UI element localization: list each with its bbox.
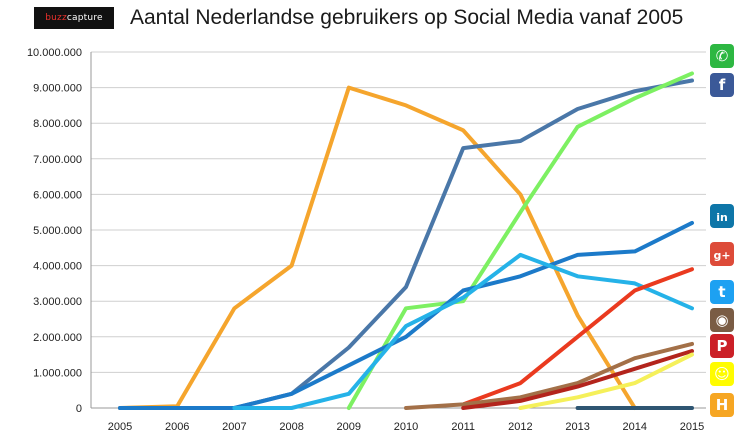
twitter-icon-bg <box>710 280 734 304</box>
instagram-icon-glyph: ◉ <box>715 311 728 329</box>
y-tick-label: 0 <box>76 403 82 415</box>
pinterest-icon: P <box>710 334 734 358</box>
x-tick-label: 2005 <box>108 421 132 433</box>
hyves-icon: H <box>710 393 734 417</box>
pinterest-icon-glyph: P <box>717 337 728 355</box>
y-tick-label: 6.000.000 <box>33 189 82 201</box>
x-tick-label: 2011 <box>451 421 475 433</box>
x-tick-label: 2010 <box>394 421 418 433</box>
hyves-icon-glyph: H <box>716 396 729 414</box>
series-line-hyves <box>118 85 637 410</box>
x-tick-label: 2012 <box>508 421 532 433</box>
instagram-icon: ◉ <box>710 308 734 332</box>
twitter-icon: t <box>710 280 734 304</box>
linkedin-icon: in <box>710 204 734 228</box>
snapchat-icon-bg <box>710 362 734 386</box>
linkedin-icon-bg <box>710 204 734 228</box>
y-tick-label: 10.000.000 <box>27 47 82 59</box>
series-line-pinterest <box>461 349 694 410</box>
x-tick-label: 2006 <box>165 421 189 433</box>
logo-text: buzzcapture <box>45 13 103 23</box>
series-line-whatsapp <box>346 71 694 410</box>
whatsapp-icon-bg <box>710 44 734 68</box>
x-tick-label: 2009 <box>337 421 361 433</box>
y-tick-label: 4.000.000 <box>33 261 82 273</box>
facebook-icon-bg <box>710 73 734 97</box>
linkedin-icon-glyph: in <box>716 211 728 224</box>
instagram-icon-bg <box>710 308 734 332</box>
series-line-linkedin <box>118 220 694 410</box>
google-plus-icon-bg <box>710 242 734 266</box>
logo-prefix: buzz <box>45 13 67 23</box>
pinterest-icon-bg <box>710 334 734 358</box>
y-tick-label: 9.000.000 <box>33 83 82 95</box>
twitter-icon-glyph: t <box>718 283 725 301</box>
chart-title: Aantal Nederlandse gebruikers op Social … <box>130 6 684 29</box>
x-tick-label: 2007 <box>222 421 246 433</box>
logo-suffix: capture <box>66 13 103 23</box>
x-tick-label: 2008 <box>279 421 303 433</box>
series-line-instagram <box>404 341 694 410</box>
y-tick-label: 8.000.000 <box>33 118 82 130</box>
y-tick-label: 5.000.000 <box>33 225 82 237</box>
buzzcapture-logo: buzzcapture <box>34 7 114 29</box>
snapchat-icon: ☺ <box>710 362 734 386</box>
y-tick-label: 7.000.000 <box>33 154 82 166</box>
snapchat-icon-glyph: ☺ <box>714 365 730 383</box>
whatsapp-icon-glyph: ✆ <box>716 47 729 65</box>
series-line-snapchat <box>518 352 694 410</box>
google-plus-icon: g+ <box>710 242 734 266</box>
y-tick-label: 1.000.000 <box>33 367 82 379</box>
facebook-icon: f <box>710 73 734 97</box>
x-tick-label: 2015 <box>680 421 704 433</box>
facebook-icon-glyph: f <box>719 76 726 94</box>
whatsapp-icon: ✆ <box>710 44 734 68</box>
y-tick-label: 2.000.000 <box>33 332 82 344</box>
hyves-icon-bg <box>710 393 734 417</box>
x-tick-label: 2014 <box>623 421 647 433</box>
y-tick-label: 3.000.000 <box>33 296 82 308</box>
series-line-google-plus <box>461 267 694 407</box>
google-plus-icon-glyph: g+ <box>713 249 730 262</box>
series-line-twitter <box>232 252 694 410</box>
x-tick-label: 2013 <box>565 421 589 433</box>
